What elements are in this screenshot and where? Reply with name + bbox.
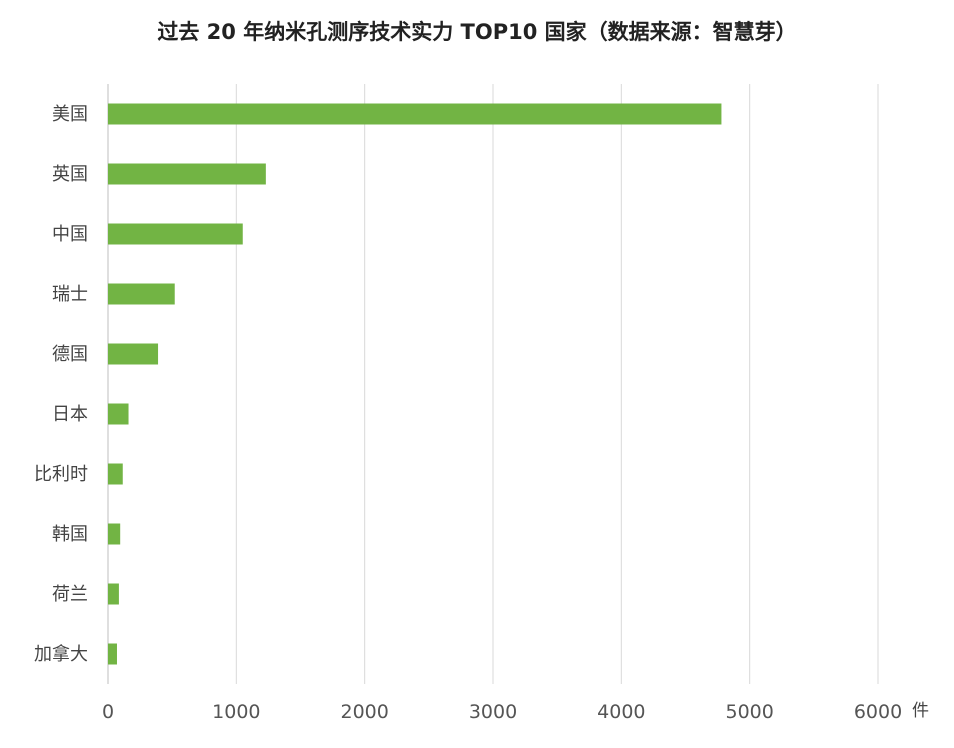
bar (108, 223, 243, 245)
bar (108, 283, 175, 305)
x-unit-label: 件 (912, 701, 929, 721)
category-label: 美国 (52, 104, 88, 125)
category-label: 德国 (52, 344, 88, 365)
category-label: 日本 (52, 404, 88, 425)
category-label: 韩国 (52, 524, 88, 545)
bar (108, 163, 266, 185)
chart-title: 过去 20 年纳米孔测序技术实力 TOP10 国家（数据来源：智慧芽） (157, 20, 797, 44)
category-label: 荷兰 (52, 584, 88, 605)
x-tick-label: 6000 (854, 701, 902, 723)
x-tick-label: 2000 (340, 701, 388, 723)
bar (108, 343, 159, 365)
tick-labels: 0 1000 2000 3000 4000 5000 6000 (102, 701, 902, 723)
category-label: 英国 (52, 164, 88, 185)
bar (108, 583, 119, 605)
x-tick-label: 5000 (725, 701, 773, 723)
category-label: 加拿大 (34, 643, 88, 665)
x-tick-label: 1000 (212, 701, 260, 723)
bar (108, 643, 117, 665)
bar (108, 403, 129, 425)
bar (108, 103, 722, 125)
category-label: 瑞士 (52, 284, 88, 305)
bars (108, 103, 722, 665)
category-label: 比利时 (34, 464, 88, 485)
category-label: 中国 (52, 224, 88, 245)
x-tick-label: 4000 (597, 701, 645, 723)
x-tick-label: 3000 (469, 701, 517, 723)
bar (108, 523, 121, 545)
bar (108, 463, 123, 485)
x-tick-label: 0 (102, 701, 114, 723)
